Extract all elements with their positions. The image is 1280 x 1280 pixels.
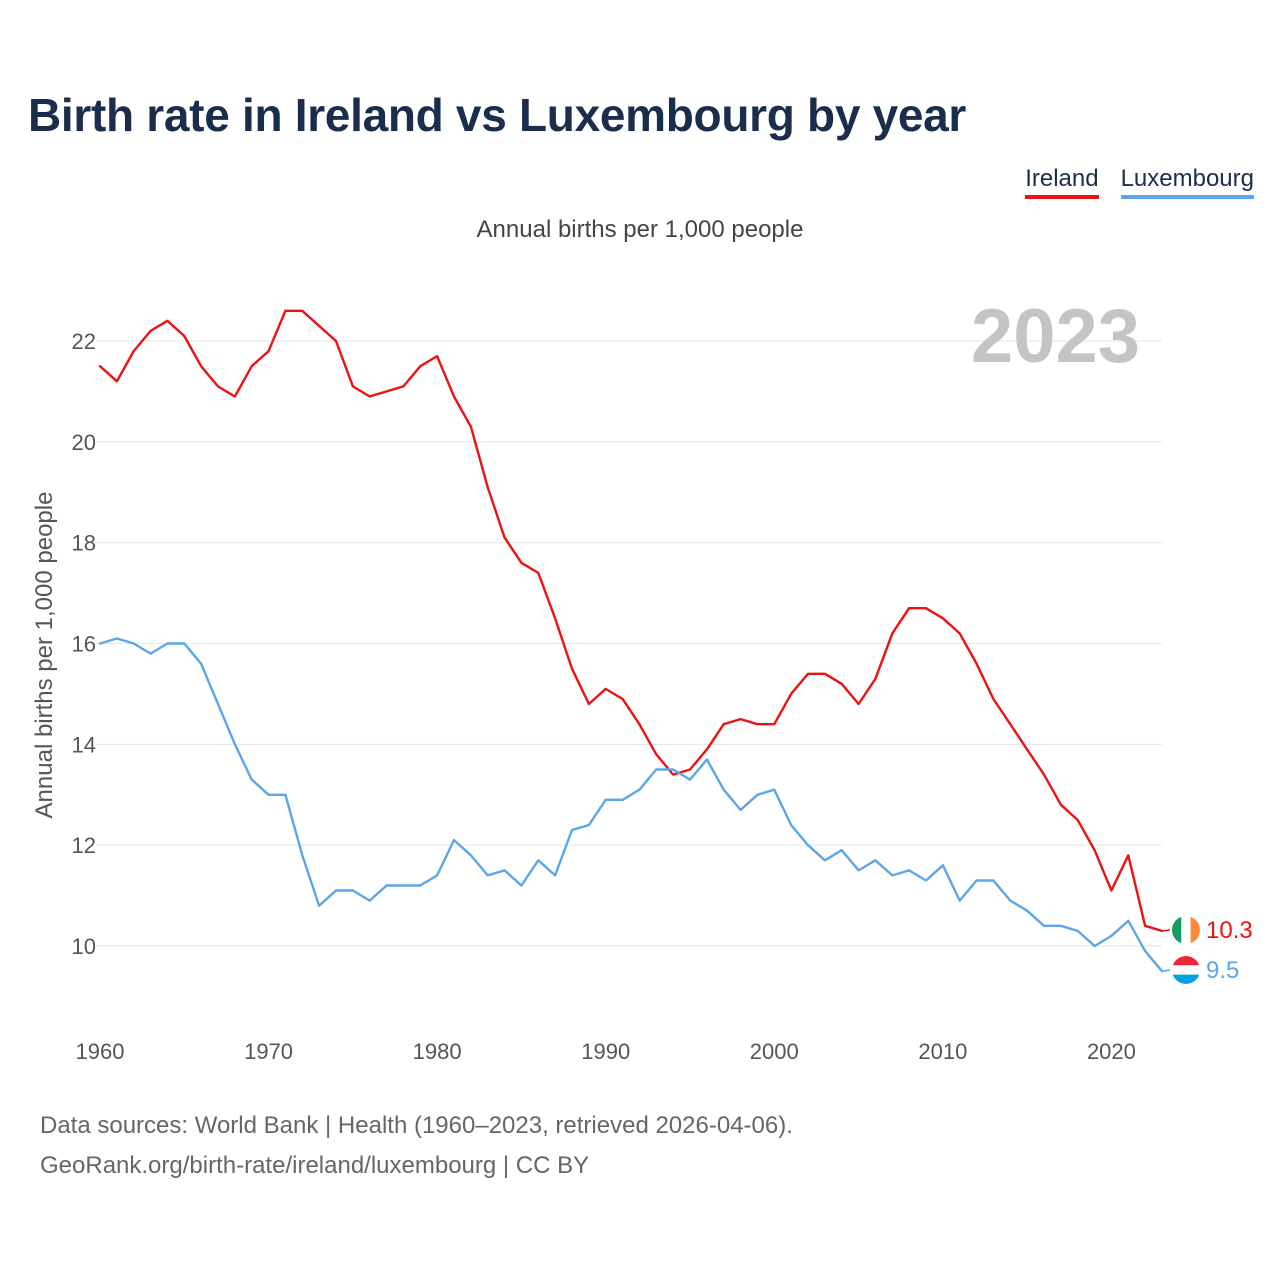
- y-tick-label: 12: [72, 833, 96, 858]
- x-tick-label: 1960: [76, 1039, 125, 1064]
- series-line-ireland: [98, 309, 1164, 933]
- x-tick-label: 2010: [918, 1039, 967, 1064]
- end-label-connector: [1161, 969, 1171, 972]
- footer: Data sources: World Bank | Health (1960–…: [40, 1106, 793, 1186]
- x-tick-label: 1990: [581, 1039, 630, 1064]
- data-source-text: Data sources: World Bank | Health (1960–…: [40, 1112, 793, 1139]
- end-label-connector: [1161, 929, 1171, 932]
- y-tick-label: 16: [72, 632, 96, 657]
- y-tick-label: 14: [72, 732, 96, 757]
- legend-item-luxembourg[interactable]: Luxembourg: [1120, 165, 1254, 199]
- y-axis-label: Annual births per 1,000 people: [31, 492, 58, 819]
- series-line-luxembourg: [98, 637, 1164, 973]
- y-tick-label: 22: [72, 329, 96, 354]
- legend-item-ireland[interactable]: Ireland: [1025, 165, 1099, 199]
- y-tick-label: 18: [72, 531, 96, 556]
- series-lines: [98, 309, 1171, 973]
- luxembourg-end-label: 9.5: [1206, 957, 1239, 984]
- x-tick-label: 2020: [1087, 1039, 1136, 1064]
- luxembourg-flag-icon: [1172, 956, 1200, 984]
- line-chart: 10 12 14 16 18 20 22 1960 1970 1980 1990 2000 2010 2…: [31, 294, 1253, 1064]
- legend: Ireland Luxembourg: [1025, 165, 1254, 199]
- chart-subtitle: Annual births per 1,000 people: [476, 216, 804, 243]
- x-tick-label: 1970: [244, 1039, 293, 1064]
- y-axis-ticks: 10 12 14 16 18 20 22: [72, 329, 96, 959]
- chart-title: Birth rate in Ireland vs Luxembourg by y…: [28, 89, 967, 141]
- y-tick-label: 10: [72, 934, 96, 959]
- x-tick-label: 1980: [413, 1039, 462, 1064]
- attribution-link[interactable]: GeoRank.org/birth-rate/ireland/luxembour…: [40, 1152, 590, 1179]
- x-tick-label: 2000: [750, 1039, 799, 1064]
- year-watermark: 2023: [971, 294, 1140, 379]
- y-tick-label: 20: [72, 430, 96, 455]
- gridlines: [96, 340, 1162, 947]
- x-axis-ticks: 1960 1970 1980 1990 2000 2010 2020: [76, 1039, 1136, 1064]
- ireland-end-label: 10.3: [1206, 917, 1253, 944]
- ireland-flag-icon: [1172, 916, 1200, 944]
